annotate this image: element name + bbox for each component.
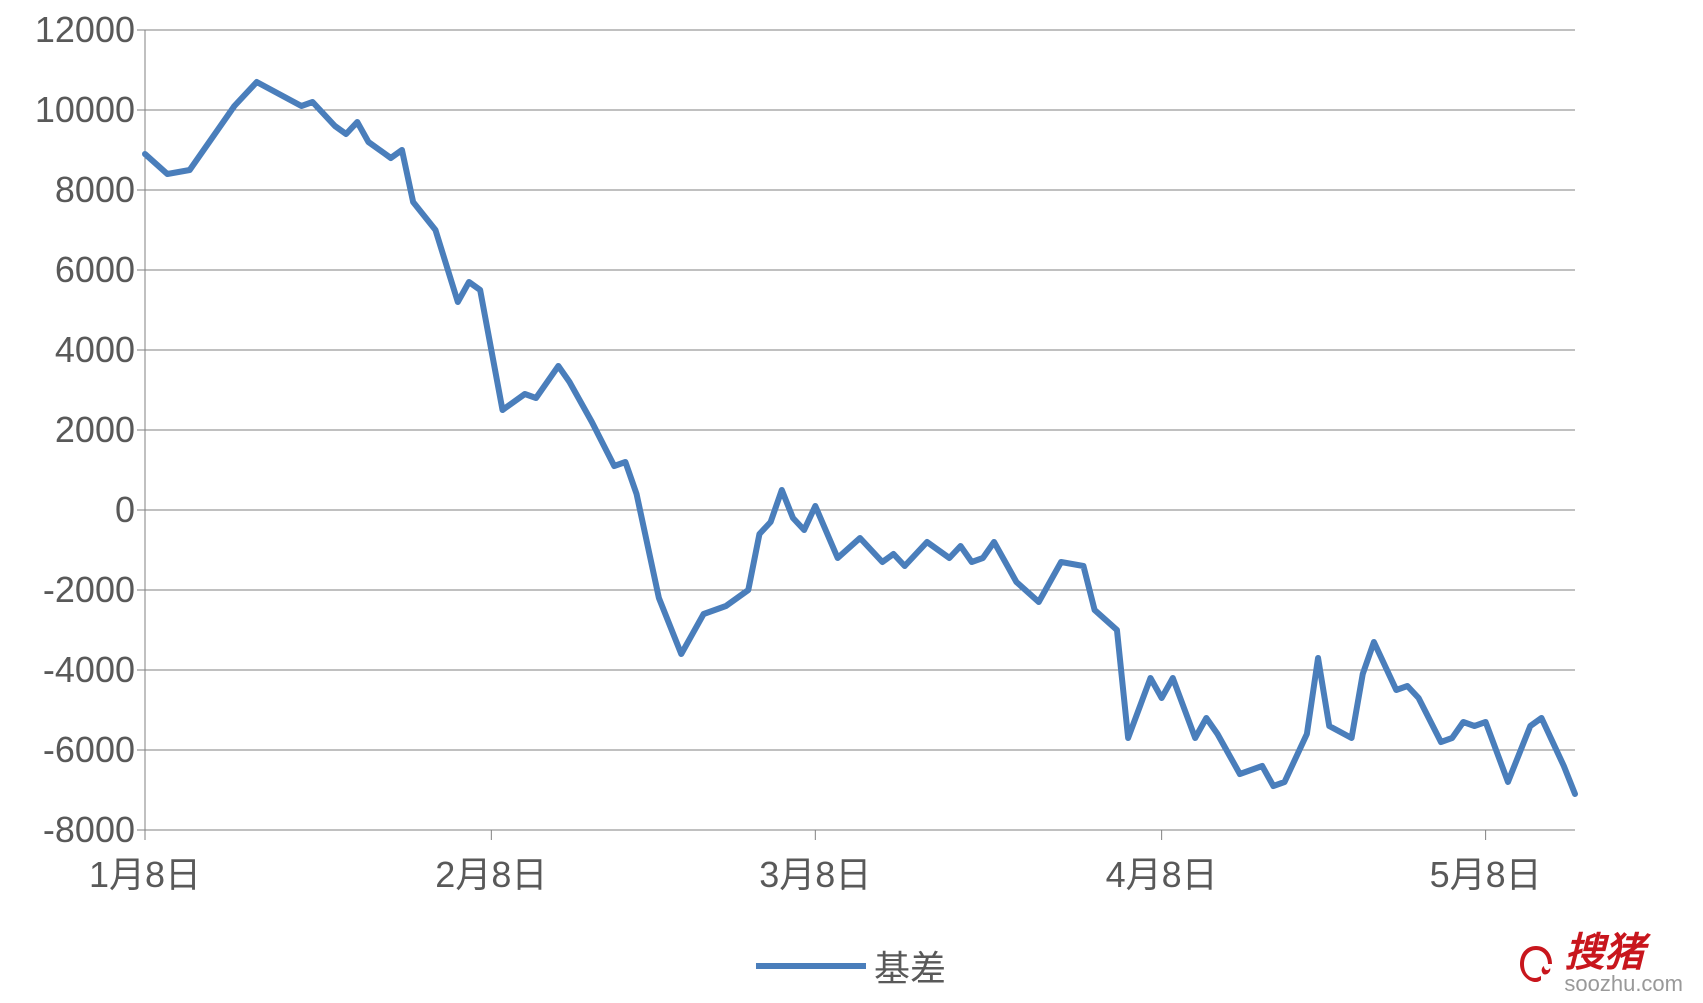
y-tick-label: 2000 [55, 409, 135, 451]
x-tick-label: 1月8日 [89, 846, 201, 898]
x-tick-label: 5月8日 [1430, 846, 1542, 898]
y-tick-label: 12000 [35, 9, 135, 51]
y-tick-label: 0 [115, 489, 135, 531]
x-tick-label: 2月8日 [435, 846, 547, 898]
watermark-url-text: soozhu.com [1564, 973, 1683, 995]
legend-label: 基差 [874, 940, 946, 992]
y-tick-label: -4000 [43, 649, 135, 691]
x-tick-label: 4月8日 [1106, 846, 1218, 898]
legend-line-swatch [756, 963, 866, 969]
y-tick-label: 4000 [55, 329, 135, 371]
soozhu-watermark: 搜猪 soozhu.com [1514, 933, 1683, 995]
soozhu-logo-icon [1514, 942, 1558, 986]
y-tick-label: 8000 [55, 169, 135, 211]
y-tick-label: 6000 [55, 249, 135, 291]
y-tick-label: -2000 [43, 569, 135, 611]
y-tick-label: -8000 [43, 809, 135, 851]
chart-legend: 基差 [756, 940, 946, 992]
chart-container: -8000 -6000 -4000 -2000 0 2000 4000 6000 8000 100… [0, 0, 1703, 1003]
x-tick-label: 3月8日 [759, 846, 871, 898]
y-tick-label: -6000 [43, 729, 135, 771]
watermark-logo-text: 搜猪 [1564, 933, 1644, 973]
y-tick-label: 10000 [35, 89, 135, 131]
